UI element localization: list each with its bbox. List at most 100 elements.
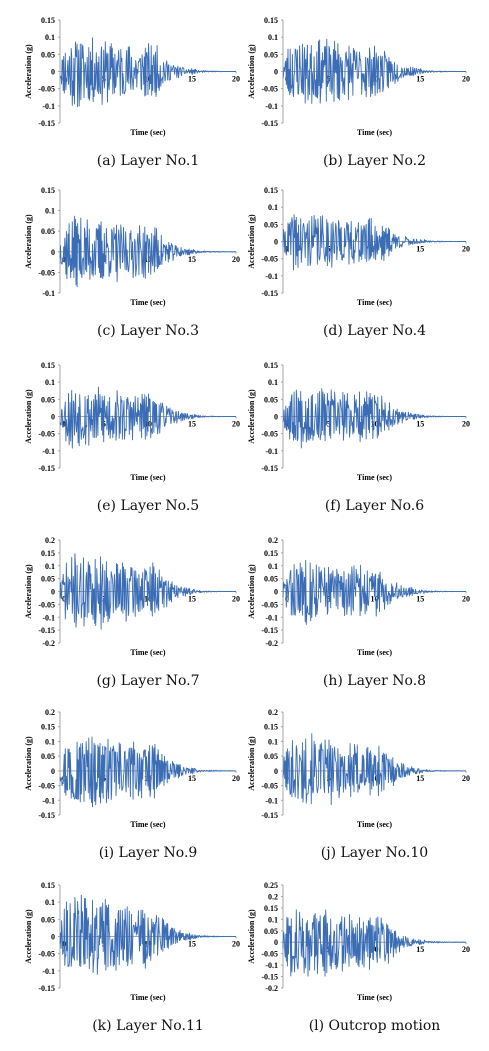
y-axis-label: Acceleration (g) <box>247 564 256 619</box>
y-tick-label: 0.1 <box>268 378 278 387</box>
panel-caption: (b) Layer No.2 <box>323 153 426 169</box>
x-axis-label: Time (sec) <box>130 648 166 657</box>
x-tick-label: 15 <box>416 75 424 84</box>
x-tick-label: 15 <box>416 245 424 254</box>
x-tick-label: 15 <box>188 940 196 949</box>
x-tick-label: 20 <box>232 420 240 429</box>
y-tick-label: -0.2 <box>265 984 278 993</box>
x-tick-label: 20 <box>462 945 470 954</box>
x-tick-label: 20 <box>232 595 240 604</box>
x-axis-label: Time (sec) <box>357 298 393 307</box>
y-tick-label: 0.15 <box>264 361 278 370</box>
x-tick-label: 15 <box>416 945 424 954</box>
y-tick-label: 0.2 <box>268 536 278 545</box>
x-tick-label: 20 <box>232 75 240 84</box>
panel-caption: (f) Layer No.6 <box>325 498 424 514</box>
x-axis-label: Time (sec) <box>130 820 166 829</box>
y-tick-label: -0.05 <box>261 782 278 791</box>
y-tick-label: -0.2 <box>42 639 55 648</box>
x-axis-label: Time (sec) <box>130 298 166 307</box>
y-tick-label: 0.05 <box>264 575 278 584</box>
y-axis-label: Acceleration (g) <box>247 909 256 964</box>
y-axis-label: Acceleration (g) <box>24 736 33 791</box>
x-tick-label: 15 <box>188 75 196 84</box>
y-tick-label: -0.1 <box>265 102 278 111</box>
x-tick-label: 0 <box>62 595 66 604</box>
x-axis-label: Time (sec) <box>357 820 393 829</box>
panel-caption: (l) Outcrop motion <box>309 1018 441 1034</box>
y-axis-label: Acceleration (g) <box>24 389 33 444</box>
y-tick-label: 0.05 <box>41 50 55 59</box>
y-tick-label: 0.25 <box>264 881 278 890</box>
y-tick-label: -0.1 <box>265 272 278 281</box>
panel-caption: (g) Layer No.7 <box>96 673 199 689</box>
y-tick-label: 0.1 <box>268 737 278 746</box>
x-axis-label: Time (sec) <box>357 648 393 657</box>
y-tick-label: -0.15 <box>38 464 55 473</box>
y-tick-label: 0.15 <box>41 549 55 558</box>
panel-caption: (d) Layer No.4 <box>323 323 426 339</box>
x-tick-label: 5 <box>327 595 331 604</box>
x-axis-label: Time (sec) <box>130 128 166 137</box>
y-tick-label: 0.05 <box>264 927 278 936</box>
y-tick-label: -0.15 <box>38 984 55 993</box>
y-tick-label: 0.15 <box>41 186 55 195</box>
y-tick-label: 0.1 <box>268 203 278 212</box>
y-tick-label: 0.1 <box>45 562 55 571</box>
y-tick-label: 0.05 <box>264 220 278 229</box>
y-tick-label: 0.05 <box>264 752 278 761</box>
y-tick-label: -0.15 <box>261 811 278 820</box>
y-tick-label: 0.1 <box>268 915 278 924</box>
y-tick-label: 0.05 <box>41 915 55 924</box>
x-tick-label: 20 <box>232 255 240 264</box>
x-tick-label: 20 <box>462 245 470 254</box>
acceleration-series-line <box>59 894 237 975</box>
y-tick-label: 0.1 <box>45 737 55 746</box>
y-tick-label: -0.15 <box>261 973 278 982</box>
y-tick-label: -0.1 <box>265 447 278 456</box>
y-axis-label: Acceleration (g) <box>24 214 33 269</box>
y-tick-label: 0.2 <box>268 708 278 717</box>
y-tick-label: -0.1 <box>265 796 278 805</box>
x-tick-label: 10 <box>371 774 379 783</box>
y-tick-label: -0.1 <box>42 796 55 805</box>
y-tick-label: -0.05 <box>38 600 55 609</box>
y-tick-label: 0.1 <box>45 378 55 387</box>
y-tick-label: -0.1 <box>42 102 55 111</box>
panel-caption: (a) Layer No.1 <box>97 153 200 169</box>
acceleration-series-line <box>59 736 236 808</box>
acceleration-series-line <box>282 733 466 805</box>
y-axis-label: Acceleration (g) <box>247 736 256 791</box>
y-axis-label: Acceleration (g) <box>24 909 33 964</box>
y-tick-label: -0.2 <box>265 639 278 648</box>
x-tick-label: 15 <box>416 420 424 429</box>
y-tick-label: 0 <box>51 588 55 597</box>
acceleration-series-line <box>59 37 237 108</box>
x-tick-label: 20 <box>462 774 470 783</box>
y-axis-label: Acceleration (g) <box>24 564 33 619</box>
x-axis-label: Time (sec) <box>130 993 166 1002</box>
x-tick-label: 15 <box>188 774 196 783</box>
y-axis-label: Acceleration (g) <box>247 389 256 444</box>
y-tick-label: 0 <box>51 933 55 942</box>
y-tick-label: 0.1 <box>45 33 55 42</box>
y-tick-label: 0 <box>51 68 55 77</box>
y-axis-label: Acceleration (g) <box>247 44 256 99</box>
y-tick-label: -0.05 <box>38 430 55 439</box>
y-tick-label: 0.05 <box>41 395 55 404</box>
y-tick-label: -0.15 <box>261 119 278 128</box>
y-tick-label: 0 <box>51 767 55 776</box>
y-tick-label: -0.15 <box>261 289 278 298</box>
y-tick-label: 0.05 <box>41 575 55 584</box>
x-axis-label: Time (sec) <box>357 128 393 137</box>
y-tick-label: 0.15 <box>41 881 55 890</box>
acceleration-series-line <box>282 38 467 104</box>
y-tick-label: -0.05 <box>261 255 278 264</box>
y-tick-label: -0.1 <box>42 613 55 622</box>
acceleration-series-line <box>59 386 237 449</box>
